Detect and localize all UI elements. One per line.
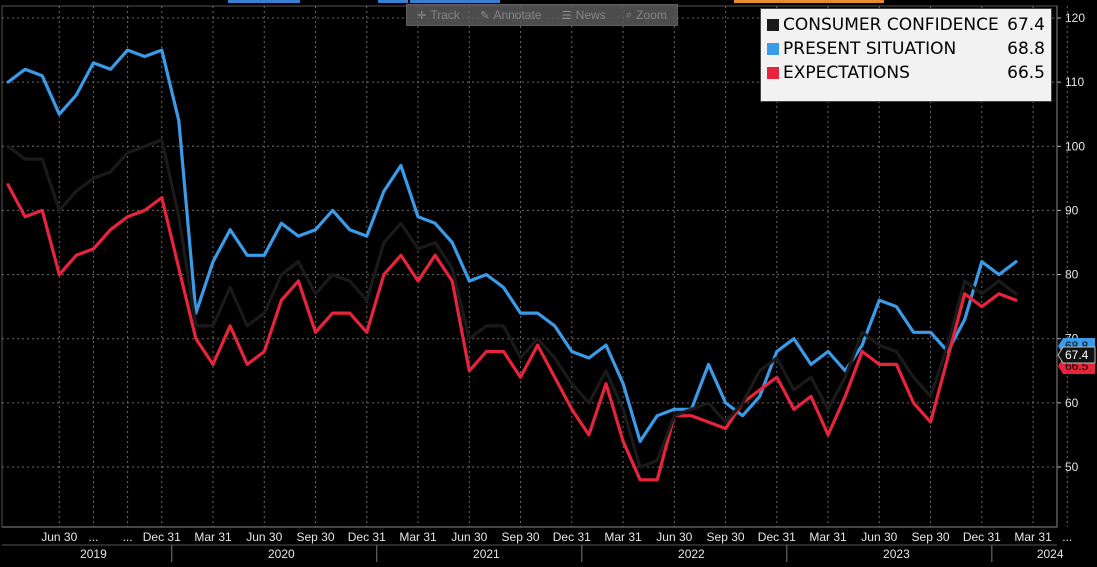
x-tick-label: Sep 30 bbox=[502, 530, 540, 544]
annotate-label: Annotate bbox=[493, 8, 542, 22]
chart-legend: CONSUMER CONFIDENCE 67.4 PRESENT SITUATI… bbox=[760, 8, 1052, 102]
x-tick-label: Dec 31 bbox=[758, 530, 796, 544]
chart-toolbar: ✛ Track ✎ Annotate ☰ News ⌕ Zoom bbox=[406, 4, 678, 26]
top-accent-strip bbox=[0, 0, 1097, 3]
track-button[interactable]: ✛ Track bbox=[417, 8, 460, 22]
x-year-label: 2019 bbox=[80, 547, 107, 561]
y-tick-label: 100 bbox=[1065, 139, 1085, 153]
x-tick-label: Mar 31 bbox=[604, 530, 642, 544]
legend-value: 68.8 bbox=[1007, 39, 1045, 59]
legend-label: PRESENT SITUATION bbox=[783, 39, 957, 59]
x-tick-label: Sep 30 bbox=[297, 530, 335, 544]
y-tick-label: 120 bbox=[1065, 11, 1085, 25]
news-button[interactable]: ☰ News bbox=[562, 8, 606, 22]
y-tick-label: 50 bbox=[1065, 460, 1079, 474]
x-year-label: 2024 bbox=[1037, 547, 1064, 561]
value-tag bbox=[1057, 346, 1096, 364]
news-label: News bbox=[575, 8, 606, 22]
x-tick-label: Sep 30 bbox=[707, 530, 745, 544]
x-tick-label: Mar 31 bbox=[1014, 530, 1052, 544]
y-tick-label: 80 bbox=[1065, 268, 1079, 282]
x-tick-label: Jun 30 bbox=[41, 530, 77, 544]
x-year-label: 2021 bbox=[473, 547, 500, 561]
y-tick-label: 60 bbox=[1065, 396, 1079, 410]
x-tick-label: Jun 30 bbox=[451, 530, 487, 544]
x-tick-label: Mar 31 bbox=[194, 530, 232, 544]
zoom-button[interactable]: ⌕ Zoom bbox=[626, 8, 667, 22]
legend-swatch bbox=[767, 19, 779, 31]
x-tick-label: Mar 31 bbox=[399, 530, 437, 544]
legend-item-present-situation[interactable]: PRESENT SITUATION 68.8 bbox=[767, 37, 1045, 61]
track-label: Track bbox=[430, 8, 460, 22]
legend-item-consumer-confidence[interactable]: CONSUMER CONFIDENCE 67.4 bbox=[767, 13, 1045, 37]
x-tick-label: Sep 30 bbox=[912, 530, 950, 544]
legend-value: 66.5 bbox=[1007, 63, 1045, 83]
legend-item-expectations[interactable]: EXPECTATIONS 66.5 bbox=[767, 61, 1045, 85]
x-tick-label: ... bbox=[123, 530, 133, 544]
legend-swatch bbox=[767, 67, 779, 79]
x-year-label: 2020 bbox=[268, 547, 295, 561]
legend-value: 67.4 bbox=[1007, 15, 1045, 35]
crosshair-icon: ✛ bbox=[417, 8, 427, 22]
x-tick-label: ... bbox=[1062, 530, 1072, 544]
x-tick-label: Jun 30 bbox=[861, 530, 897, 544]
series-line-expectations bbox=[6, 183, 1018, 482]
legend-label: EXPECTATIONS bbox=[783, 63, 910, 83]
x-tick-label: Jun 30 bbox=[246, 530, 282, 544]
x-tick-label: Dec 31 bbox=[348, 530, 386, 544]
pencil-icon: ✎ bbox=[480, 8, 490, 22]
series-line-consumer-confidence bbox=[6, 138, 1018, 469]
x-tick-label: Jun 30 bbox=[656, 530, 692, 544]
magnifier-icon: ⌕ bbox=[625, 8, 633, 21]
x-year-label: 2023 bbox=[883, 547, 910, 561]
y-tick-label: 90 bbox=[1065, 203, 1079, 217]
legend-swatch bbox=[767, 43, 779, 55]
x-tick-label: Dec 31 bbox=[963, 530, 1001, 544]
x-tick-label: Mar 31 bbox=[809, 530, 847, 544]
x-year-label: 2022 bbox=[678, 547, 705, 561]
news-icon: ☰ bbox=[561, 8, 572, 22]
y-tick-label: 110 bbox=[1065, 75, 1084, 89]
x-tick-label: Dec 31 bbox=[553, 530, 591, 544]
zoom-label: Zoom bbox=[636, 8, 667, 22]
annotate-button[interactable]: ✎ Annotate bbox=[480, 8, 541, 22]
legend-label: CONSUMER CONFIDENCE bbox=[783, 15, 999, 35]
x-tick-label: Dec 31 bbox=[143, 530, 181, 544]
value-tag-label: 67.4 bbox=[1065, 348, 1089, 362]
x-tick-label: ... bbox=[88, 530, 98, 544]
